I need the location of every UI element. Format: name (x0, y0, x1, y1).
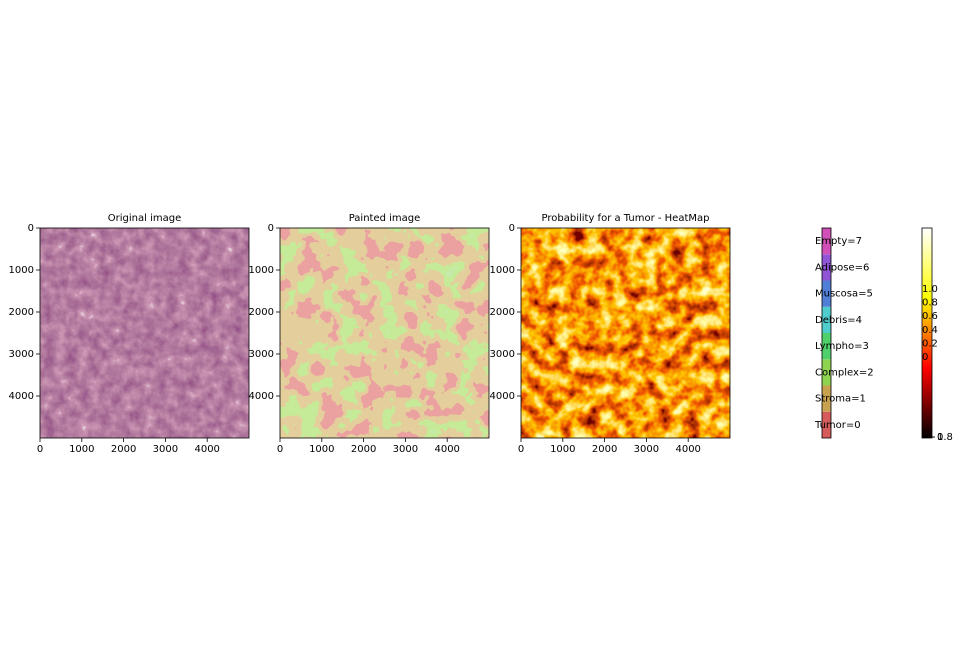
colorbar-label: Tumor=0 (814, 420, 861, 431)
y-tick-label: 3000 (9, 349, 34, 360)
x-tick-label: 0 (518, 444, 524, 455)
colorbar-label: 1.0 (922, 284, 938, 295)
x-tick-label: 4000 (675, 444, 700, 455)
axes-frame (279, 227, 490, 439)
panel-title: Original image (108, 213, 181, 224)
image (521, 228, 730, 438)
panel-title: Probability for a Tumor - HeatMap (542, 213, 710, 224)
colorbar-segment (822, 333, 831, 360)
x-tick-label: 3000 (393, 444, 418, 455)
colorbar-tick-label: 0.8 (937, 432, 953, 443)
colorbar-label: Complex=2 (815, 367, 874, 378)
colorbar-segment (822, 411, 831, 438)
y-tick-label: 1000 (249, 265, 274, 276)
colorbar-segment (822, 280, 831, 307)
y-tick-label: 4000 (490, 391, 515, 402)
colorbar-segment (822, 306, 831, 333)
x-tick-label: 4000 (434, 444, 459, 455)
axes-frame (520, 227, 731, 439)
colorbar-label: Adipose=6 (815, 262, 869, 273)
x-tick-label: 0 (37, 444, 43, 455)
colorbar-segment (822, 359, 831, 386)
y-tick-label: 2000 (9, 307, 34, 318)
colorbar-segment (822, 385, 831, 412)
panel-title: Painted image (349, 213, 421, 224)
colorbar-segment (822, 254, 831, 281)
x-tick-label: 1000 (69, 444, 94, 455)
x-tick-label: 0 (277, 444, 283, 455)
colorbar-label: Muscosa=5 (815, 289, 873, 300)
colorbar-label: 0.4 (922, 325, 938, 336)
colorbar-label: 0.2 (922, 338, 938, 349)
colorbar-label: 0 (922, 352, 928, 363)
colorbar-segment (822, 228, 831, 255)
y-tick-label: 2000 (490, 307, 515, 318)
colorbar-frame (821, 227, 832, 439)
colorbar-label: 0.6 (922, 311, 938, 322)
image (280, 228, 489, 438)
y-tick-label: 1000 (9, 265, 34, 276)
colorbar-label: Debris=4 (815, 315, 862, 326)
x-tick-label: 1000 (550, 444, 575, 455)
x-tick-label: 4000 (194, 444, 219, 455)
colorbar-label: 0.8 (922, 298, 938, 309)
y-tick-label: 0 (28, 223, 34, 234)
x-tick-label: 2000 (351, 444, 376, 455)
x-tick-label: 3000 (634, 444, 659, 455)
x-tick-label: 2000 (592, 444, 617, 455)
axes-frame (39, 227, 250, 439)
x-tick-label: 1000 (309, 444, 334, 455)
x-tick-label: 3000 (153, 444, 178, 455)
y-tick-label: 4000 (249, 391, 274, 402)
image (40, 228, 249, 438)
colorbar-tick-label: 1 (937, 432, 943, 443)
y-tick-label: 0 (268, 223, 274, 234)
colorbar-label: Stroma=1 (815, 394, 866, 405)
y-tick-label: 4000 (9, 391, 34, 402)
y-tick-label: 3000 (249, 349, 274, 360)
y-tick-label: 3000 (490, 349, 515, 360)
y-tick-label: 2000 (249, 307, 274, 318)
y-tick-label: 1000 (490, 265, 515, 276)
colorbar-gradient (921, 227, 933, 439)
x-tick-label: 2000 (111, 444, 136, 455)
y-tick-label: 0 (509, 223, 515, 234)
colorbar-label: Empty=7 (815, 236, 862, 247)
colorbar-label: Lympho=3 (815, 341, 869, 352)
